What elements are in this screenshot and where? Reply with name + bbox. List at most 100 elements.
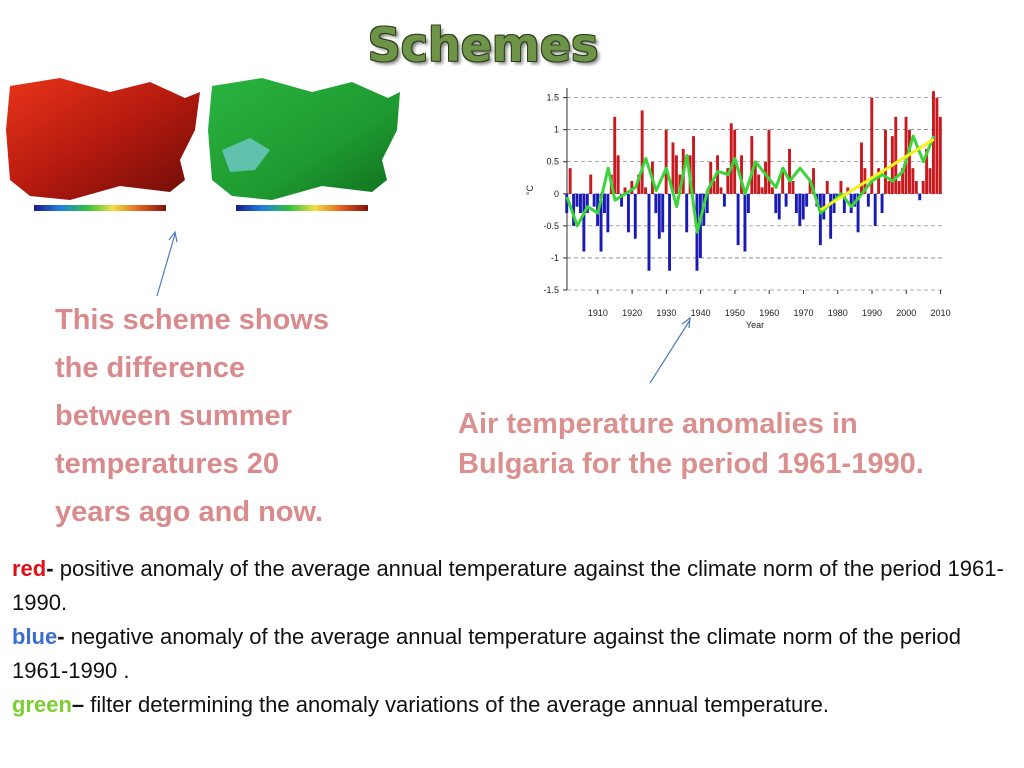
- bar: [657, 193, 661, 239]
- bar: [932, 91, 935, 194]
- bar: [908, 129, 911, 194]
- bar: [914, 180, 918, 194]
- bar: [784, 193, 788, 207]
- bar: [832, 193, 836, 214]
- legend-text: negative anomaly of the average annual t…: [12, 624, 962, 683]
- bar: [894, 116, 898, 194]
- right-caption: Air temperature anomalies in Bulgaria for…: [458, 404, 924, 484]
- bar: [671, 142, 675, 194]
- y-tick-label: 1: [554, 125, 559, 135]
- map-past: [208, 78, 400, 200]
- legend-key: red: [12, 556, 47, 581]
- y-tick-label: 0.5: [546, 157, 559, 167]
- bar: [750, 136, 754, 194]
- bar: [856, 193, 860, 233]
- bar: [935, 97, 939, 194]
- map-colorbar: [236, 205, 368, 211]
- bar: [572, 193, 576, 226]
- filter-line: [819, 138, 935, 212]
- bar: [692, 136, 696, 194]
- bar: [825, 180, 829, 194]
- bar: [668, 193, 672, 271]
- x-tick-label: 1950: [725, 308, 745, 318]
- legend-key: green: [12, 692, 72, 717]
- x-tick-label: 1970: [793, 308, 813, 318]
- y-tick-label: 0: [554, 189, 559, 199]
- x-tick-label: 2010: [931, 308, 951, 318]
- y-tick-label: -1.5: [543, 285, 559, 295]
- bar: [746, 193, 750, 214]
- bar: [774, 193, 778, 214]
- x-tick-label: 1940: [691, 308, 711, 318]
- bar: [764, 161, 767, 194]
- caption-line: Bulgaria for the period 1961-1990.: [458, 448, 924, 480]
- bar: [921, 180, 925, 194]
- bar: [818, 193, 822, 246]
- map-cool-area: [222, 138, 270, 172]
- arrow: [649, 319, 691, 384]
- legend-text: filter determining the anomaly variation…: [90, 692, 829, 717]
- bar: [705, 193, 709, 214]
- map-now: [6, 78, 200, 200]
- x-tick-label: 1920: [622, 308, 642, 318]
- bar: [613, 116, 617, 194]
- bar: [626, 193, 630, 233]
- bar: [743, 193, 747, 252]
- legend-entry: green– filter determining the anomaly va…: [12, 688, 1017, 722]
- slide-title: Schemes: [367, 18, 599, 72]
- bar: [812, 168, 815, 194]
- bar: [740, 155, 743, 194]
- bar: [884, 129, 887, 194]
- bar: [794, 193, 798, 214]
- bar: [860, 142, 863, 194]
- y-tick-label: -1: [551, 253, 559, 263]
- bar: [938, 116, 942, 194]
- bar: [565, 193, 569, 214]
- bar: [685, 193, 689, 233]
- caption-line: years ago and now.: [55, 496, 324, 528]
- bar: [664, 129, 668, 194]
- x-tick-label: 1960: [759, 308, 779, 318]
- bar: [842, 193, 846, 214]
- bar: [788, 148, 791, 194]
- bar: [849, 193, 853, 214]
- bar: [722, 193, 726, 207]
- bar: [770, 187, 774, 194]
- bar: [630, 180, 634, 194]
- bar: [661, 193, 665, 233]
- filter-line: [565, 134, 936, 234]
- caption-line: the difference: [55, 352, 246, 384]
- bar: [709, 161, 713, 194]
- x-tick-label: 1930: [656, 308, 676, 318]
- caption-line: Air temperature anomalies in: [458, 408, 858, 440]
- bar: [880, 193, 884, 214]
- bar: [602, 193, 606, 214]
- left-caption: This scheme shows the difference between s…: [55, 296, 329, 536]
- bar: [616, 155, 620, 194]
- bar: [798, 193, 802, 226]
- bar: [791, 180, 795, 194]
- bar: [719, 187, 723, 194]
- bar: [589, 174, 593, 194]
- bar: [647, 193, 651, 271]
- legend: red- positive anomaly of the average ann…: [12, 552, 1017, 722]
- y-tick-label: -0.5: [543, 221, 559, 231]
- x-tick-label: 1980: [828, 308, 848, 318]
- bar: [637, 174, 641, 194]
- legend-separator: -: [57, 624, 65, 649]
- bar: [911, 168, 915, 194]
- y-axis-label: °C: [525, 184, 535, 195]
- bar: [582, 193, 586, 252]
- bar: [781, 168, 785, 194]
- bar: [777, 193, 781, 220]
- bar: [870, 97, 874, 194]
- bar: [654, 193, 658, 214]
- bar: [757, 174, 761, 194]
- bar: [575, 193, 579, 207]
- bar: [674, 155, 678, 194]
- bar: [829, 193, 833, 239]
- bar: [873, 193, 877, 226]
- bar: [726, 168, 730, 194]
- x-axis-label: Year: [746, 320, 764, 330]
